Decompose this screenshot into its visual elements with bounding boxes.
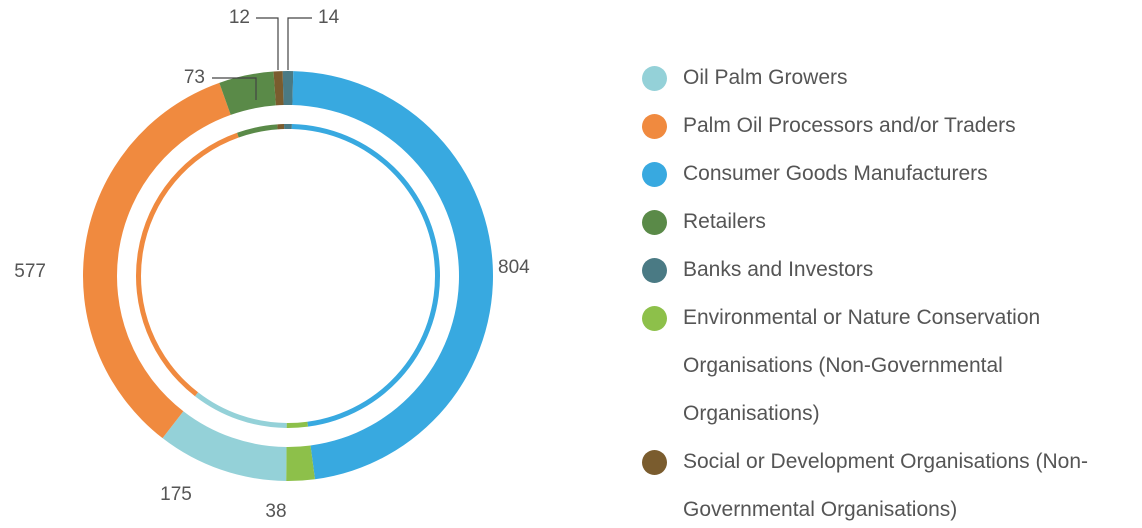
- legend-label: Oil Palm Growers: [683, 66, 848, 89]
- donut-slice: [162, 411, 287, 481]
- inner-ring-slice: [277, 124, 285, 130]
- data-label: 73: [184, 67, 205, 88]
- inner-ring-slice: [286, 421, 308, 428]
- donut-chart: 14 804 38 175 577 73 12: [14, 7, 530, 522]
- data-label: 12: [229, 7, 250, 28]
- legend-label: Social or Development Organisations (Non…: [683, 450, 1089, 521]
- donut-slice: [273, 71, 284, 106]
- legend-swatch: [642, 114, 667, 139]
- inner-ring-slice: [237, 124, 278, 138]
- legend-item: Banks and Investors: [642, 246, 1112, 294]
- inner-ring-slice: [136, 132, 239, 397]
- legend-swatch: [642, 258, 667, 283]
- data-label: 804: [498, 257, 530, 278]
- donut-slice: [282, 71, 294, 106]
- inner-ring-slice: [284, 124, 292, 130]
- donut-slice: [286, 445, 315, 481]
- data-label: 38: [265, 501, 286, 522]
- legend-label: Consumer Goods Manufacturers: [683, 162, 988, 185]
- legend-label: Environmental or Nature Conservation Org…: [683, 306, 1041, 425]
- donut-slice: [219, 71, 276, 115]
- donut-slice: [83, 82, 231, 439]
- legend-label: Banks and Investors: [683, 258, 874, 281]
- inner-ring-slice: [194, 392, 287, 428]
- leader-line: [256, 17, 279, 70]
- data-label: 14: [318, 7, 340, 28]
- legend-swatch: [642, 66, 667, 91]
- legend: Oil Palm Growers Palm Oil Processors and/…: [642, 54, 1112, 528]
- legend-item: Environmental or Nature Conservation Org…: [642, 294, 1112, 438]
- legend-swatch: [642, 210, 667, 235]
- inner-ring-slice: [291, 124, 441, 427]
- legend-item: Social or Development Organisations (Non…: [642, 438, 1112, 528]
- legend-label: Retailers: [683, 210, 766, 233]
- data-label: 577: [14, 261, 46, 282]
- donut-slice: [292, 71, 494, 480]
- leader-line: [212, 77, 257, 100]
- legend-swatch: [642, 306, 667, 331]
- data-label: 175: [160, 484, 192, 505]
- legend-swatch: [642, 162, 667, 187]
- legend-label: Palm Oil Processors and/or Traders: [683, 114, 1016, 137]
- legend-item: Retailers: [642, 198, 1112, 246]
- legend-item: Consumer Goods Manufacturers: [642, 150, 1112, 198]
- legend-item: Oil Palm Growers: [642, 54, 1112, 102]
- legend-item: Palm Oil Processors and/or Traders: [642, 102, 1112, 150]
- leader-line: [287, 17, 312, 70]
- legend-swatch: [642, 450, 667, 475]
